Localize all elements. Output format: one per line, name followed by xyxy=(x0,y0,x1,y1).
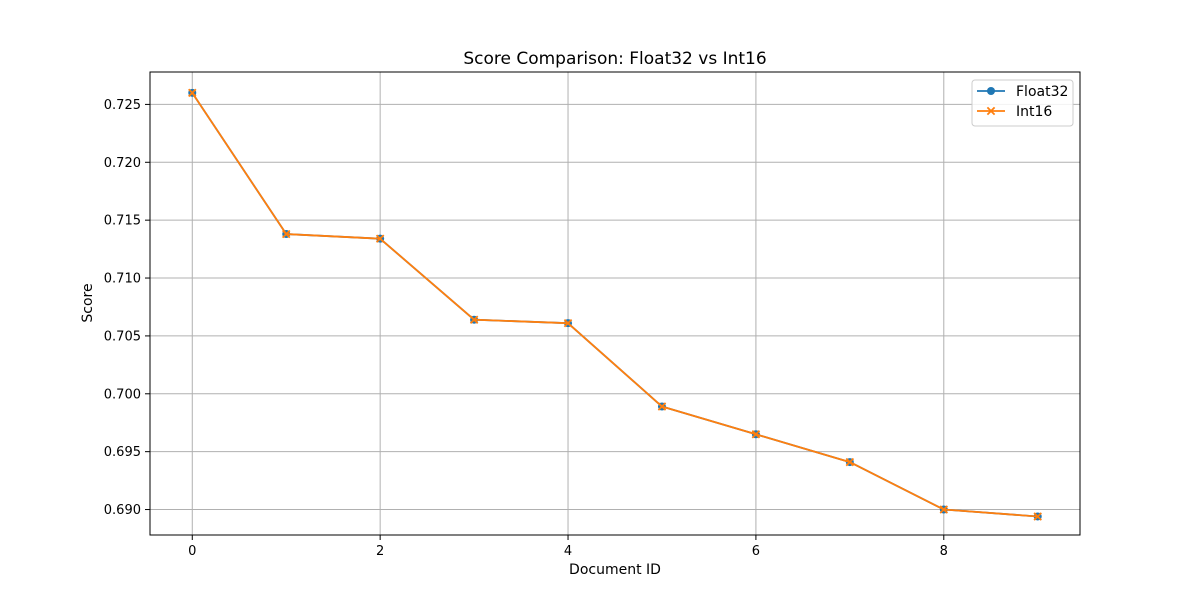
series-line xyxy=(191,92,1038,518)
y-axis-title: Score xyxy=(80,283,96,322)
y-tick-label: 0.710 xyxy=(104,272,141,287)
axis-ticks: 0 2 4 6 8 0.690 0.695 0.700 0.705 0.710 0.715 0.720… xyxy=(104,98,948,559)
y-tick-label: 0.690 xyxy=(104,503,141,518)
data-point xyxy=(751,430,761,439)
legend-label: Int16 xyxy=(1016,104,1052,120)
x-tick-label: 0 xyxy=(188,544,196,559)
y-tick-label: 0.705 xyxy=(104,329,141,344)
series-int16 xyxy=(188,88,1042,521)
data-point xyxy=(1033,512,1042,521)
legend-marker xyxy=(986,106,996,116)
x-tick-label: 8 xyxy=(940,544,948,559)
data-point xyxy=(845,457,855,467)
data-point xyxy=(657,402,667,411)
y-tick-label: 0.695 xyxy=(104,445,141,460)
data-point xyxy=(281,229,291,239)
x-tick-label: 4 xyxy=(564,544,572,559)
data-point xyxy=(563,318,573,328)
grid xyxy=(150,72,1080,535)
legend: Float32 Int16 xyxy=(971,79,1074,127)
legend-marker xyxy=(987,87,995,95)
data-point xyxy=(939,505,949,514)
plot-area xyxy=(149,71,1081,536)
data-point xyxy=(375,234,385,243)
series-float32 xyxy=(188,88,1042,521)
legend-item-float32: Float32 xyxy=(977,84,1068,100)
legend-item-int16: Int16 xyxy=(977,104,1052,120)
y-tick-label: 0.720 xyxy=(104,156,141,171)
data-point xyxy=(188,88,197,98)
y-tick-label: 0.715 xyxy=(104,214,141,229)
x-tick-label: 2 xyxy=(376,544,384,559)
y-tick-label: 0.725 xyxy=(104,98,141,113)
data-point xyxy=(469,315,479,324)
series xyxy=(188,88,1042,521)
series-line xyxy=(191,92,1038,518)
x-tick-label: 6 xyxy=(752,544,760,559)
legend-label: Float32 xyxy=(1016,84,1068,100)
y-tick-label: 0.700 xyxy=(104,387,141,402)
chart-title: Score Comparison: Float32 vs Int16 xyxy=(463,49,766,69)
x-axis-title: Document ID xyxy=(569,562,661,578)
